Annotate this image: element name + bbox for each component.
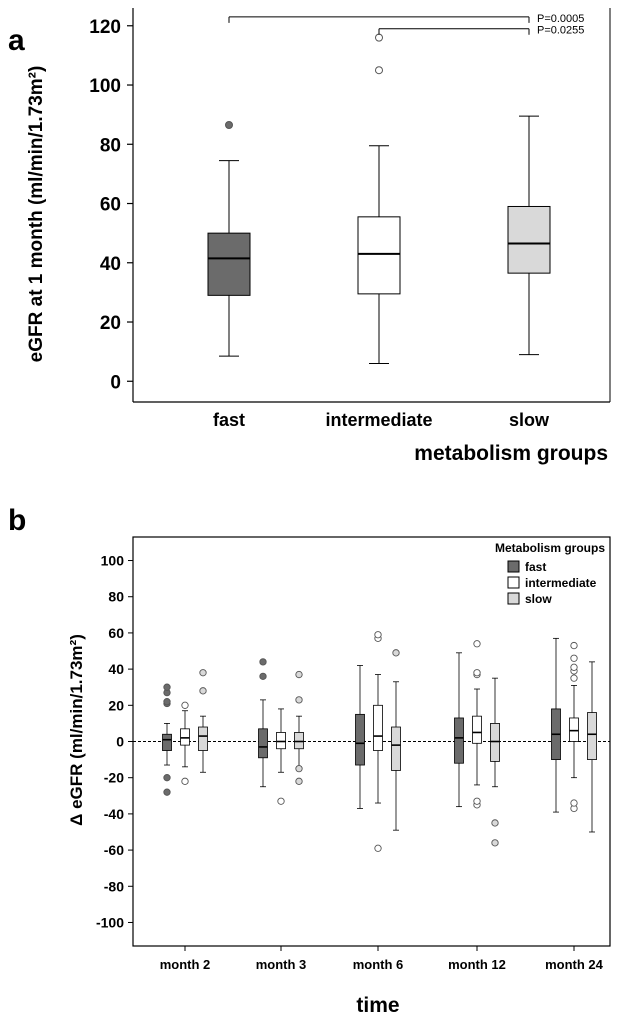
panel-a-y-axis-label: eGFR at 1 month (ml/min/1.73m²)	[26, 66, 47, 363]
panel-b-outlier	[277, 797, 285, 805]
panel-b-y-tick-label: 60	[108, 625, 124, 641]
panel-b-outlier	[295, 696, 303, 704]
panel-a-plot: 0 20 40 60 80 100 120 fast intermediate slow P=0.0…	[89, 8, 611, 430]
panel-b-y-tick-label: 80	[108, 589, 124, 605]
panel-letter-a: a	[8, 24, 25, 57]
panel-b-x-axis-label: time	[356, 994, 399, 1017]
panel-b-outlier	[199, 669, 207, 677]
panel-b-legend: Metabolism groups fast intermediate slow	[495, 541, 605, 606]
panel-b-outlier	[374, 631, 382, 639]
panel-a-box-intermediate	[357, 216, 401, 295]
panel-b-outlier	[181, 777, 189, 785]
panel-b-box-slow	[294, 732, 304, 750]
panel-b-outlier	[570, 654, 578, 662]
panel-b-y-tick-label: -20	[104, 770, 124, 786]
panel-b-outlier	[491, 819, 499, 827]
panel-a-y-tick-label: 0	[110, 372, 121, 393]
panel-b-y-tick-label: 0	[116, 734, 124, 750]
panel-b-plot: -100 -80 -60 -40 -20 0 20 40 60 80 100 month 2 month…	[96, 536, 611, 972]
panel-b-y-tick-label: -60	[104, 842, 124, 858]
legend-label-intermediate: intermediate	[525, 576, 597, 590]
panel-a-outlier	[375, 66, 383, 75]
panel-a-p-value: P=0.0005	[537, 13, 584, 25]
panel-b-outlier	[295, 777, 303, 785]
panel-b-category-label: month 2	[160, 957, 211, 972]
panel-a-box-slow	[507, 205, 551, 274]
panel-b-y-tick-label: 100	[101, 553, 125, 569]
panel-b-category-label: month 12	[448, 957, 506, 972]
panel-b-outlier	[374, 844, 382, 852]
panel-b-outlier	[199, 687, 207, 695]
panel-b-outlier	[392, 649, 400, 657]
panel-b-box-slow	[490, 723, 500, 762]
panel-b-outlier	[295, 764, 303, 773]
legend-swatch-fast	[507, 560, 520, 573]
panel-b-y-tick-label: -80	[104, 878, 124, 894]
panel-letter-b: b	[8, 504, 26, 537]
panel-a-y-tick-label: 80	[100, 135, 121, 156]
panel-b-outlier	[473, 640, 481, 648]
panel-a-category-label: fast	[213, 410, 245, 430]
panel-a-y-tick-label: 20	[100, 313, 121, 334]
panel-b-outlier	[181, 701, 189, 709]
panel-b-box-slow	[391, 726, 401, 771]
panel-a-y-tick-label: 100	[89, 76, 121, 97]
legend-label-slow: slow	[525, 592, 552, 606]
panel-b-outlier	[259, 658, 267, 666]
panel-b-y-tick-label: 40	[108, 661, 124, 677]
panel-a-outlier	[375, 33, 383, 42]
panel-b-box-intermediate	[276, 732, 286, 750]
panel-b-category-label: month 24	[545, 957, 604, 972]
panel-b-outlier	[491, 839, 499, 847]
panel-b-box-intermediate	[180, 728, 190, 746]
panel-b-outlier	[259, 672, 267, 680]
panel-b-box-fast	[454, 717, 464, 764]
panel-a-category-label: slow	[509, 410, 550, 430]
panel-b-outlier	[570, 641, 578, 650]
panel-a-outlier	[225, 121, 233, 130]
panel-b-box-fast	[162, 733, 172, 751]
panel-b-box-intermediate	[472, 715, 482, 744]
panel-b-outlier	[163, 698, 171, 706]
panel-a-p-value: P=0.0255	[537, 25, 584, 37]
panel-b-box-intermediate	[569, 717, 579, 742]
panel-b-outlier	[163, 788, 171, 796]
legend-title: Metabolism groups	[495, 541, 605, 555]
panel-b-box-intermediate	[373, 704, 383, 751]
panel-a-y-tick-label: 60	[100, 195, 121, 216]
panel-b-outlier	[570, 799, 578, 807]
panel-a-y-tick-label: 40	[100, 254, 121, 275]
panel-b-outlier	[163, 774, 171, 782]
legend-swatch-intermediate	[507, 576, 520, 589]
panel-a-x-axis-label: metabolism groups	[414, 442, 608, 465]
panel-a-category-label: intermediate	[325, 410, 432, 430]
panel-b-category-label: month 6	[353, 957, 404, 972]
panel-b-y-tick-label: -40	[104, 806, 124, 822]
panel-b-y-tick-label: -100	[96, 914, 124, 930]
panel-b-box-fast	[258, 728, 268, 759]
panel-b-outlier	[570, 663, 578, 671]
panel-a-y-tick-label: 120	[89, 17, 121, 38]
panel-b-outlier	[163, 683, 171, 691]
panel-b-outlier	[473, 797, 481, 805]
panel-b-category-label: month 3	[256, 957, 307, 972]
panel-b-box-fast	[355, 713, 365, 766]
panel-b-box-slow	[587, 712, 597, 760]
panel-b-box-slow	[198, 726, 208, 751]
panel-b-outlier	[570, 674, 578, 682]
legend-label-fast: fast	[525, 560, 546, 574]
panel-b-outlier	[295, 670, 303, 679]
panel-b-y-tick-label: 20	[108, 697, 124, 713]
panel-b-y-axis-label: Δ eGFR (ml/min/1.73m²)	[67, 634, 86, 826]
panel-b-outlier	[473, 669, 481, 677]
legend-swatch-slow	[507, 592, 520, 605]
panel-a-box-fast	[207, 232, 251, 296]
